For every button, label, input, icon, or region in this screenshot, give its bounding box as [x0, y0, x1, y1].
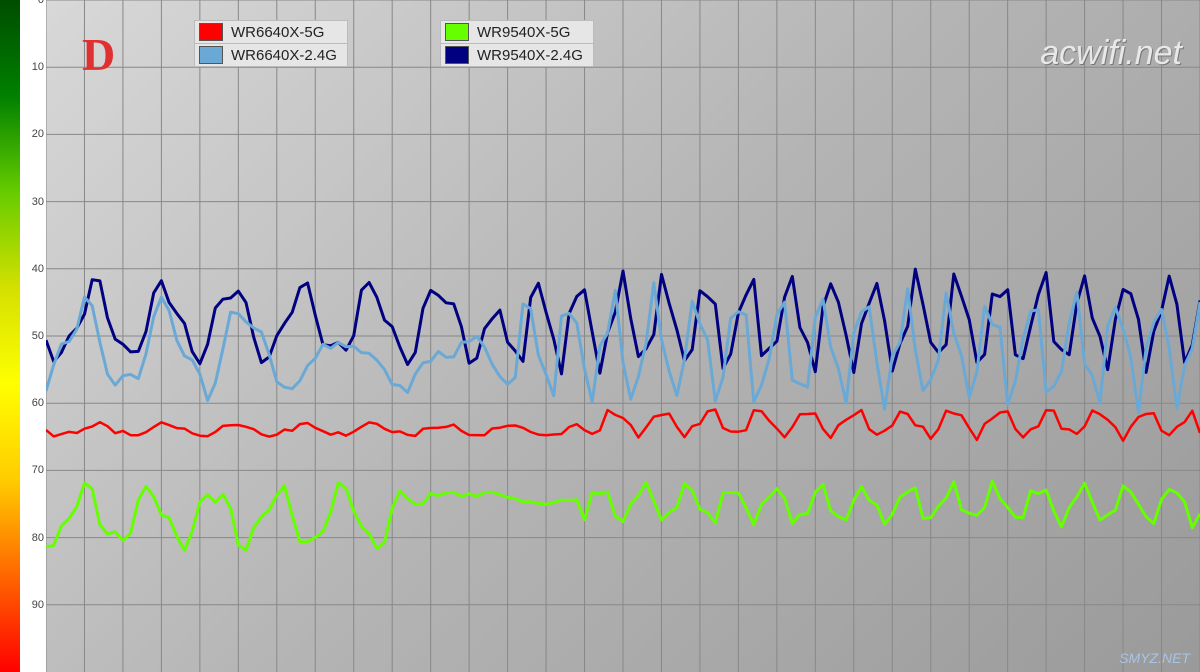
legend-item[interactable]: WR6640X-2.4G — [194, 43, 348, 67]
plot-area: D WR6640X-5GWR6640X-2.4GWR9540X-5GWR9540… — [46, 0, 1200, 672]
legend-swatch — [199, 23, 223, 41]
legend-block: WR9540X-5G WR9540X-2.4G — [440, 20, 594, 67]
y-tick-label: 20 — [22, 128, 44, 140]
legend-item[interactable]: WR9540X-5G — [440, 20, 594, 44]
legend-swatch — [199, 46, 223, 64]
location-label: D — [82, 28, 115, 81]
legend-swatch — [445, 23, 469, 41]
y-axis-strip: 0 10 20 30 40 50 60 70 80 90 — [0, 0, 47, 672]
legend-swatch — [445, 46, 469, 64]
signal-strength-gradient — [0, 0, 20, 672]
y-tick-label: 50 — [22, 330, 44, 342]
y-tick-label: 70 — [22, 464, 44, 476]
series-wr6640x-5g — [46, 410, 1200, 441]
legend-block: WR6640X-5G WR6640X-2.4G — [194, 20, 348, 67]
legend-label: WR6640X-5G — [231, 24, 324, 41]
y-tick-label: 30 — [22, 196, 44, 208]
y-tick-label: 40 — [22, 263, 44, 275]
y-tick-label: 80 — [22, 532, 44, 544]
signal-chart: 0102030405060708090 D WR6640X-5GWR6640X-… — [0, 0, 1200, 672]
series-wr9540x-5g — [46, 481, 1200, 551]
y-tick-label: 0 — [22, 0, 44, 6]
legend-item[interactable]: WR6640X-5G — [194, 20, 348, 44]
y-tick-label: 90 — [22, 599, 44, 611]
legend-item[interactable]: WR9540X-2.4G — [440, 43, 594, 67]
series-lines — [46, 0, 1200, 672]
legend-label: WR9540X-5G — [477, 24, 570, 41]
legend-label: WR6640X-2.4G — [231, 47, 337, 64]
y-tick-label: 60 — [22, 397, 44, 409]
legend-label: WR9540X-2.4G — [477, 47, 583, 64]
y-tick-label: 10 — [22, 61, 44, 73]
